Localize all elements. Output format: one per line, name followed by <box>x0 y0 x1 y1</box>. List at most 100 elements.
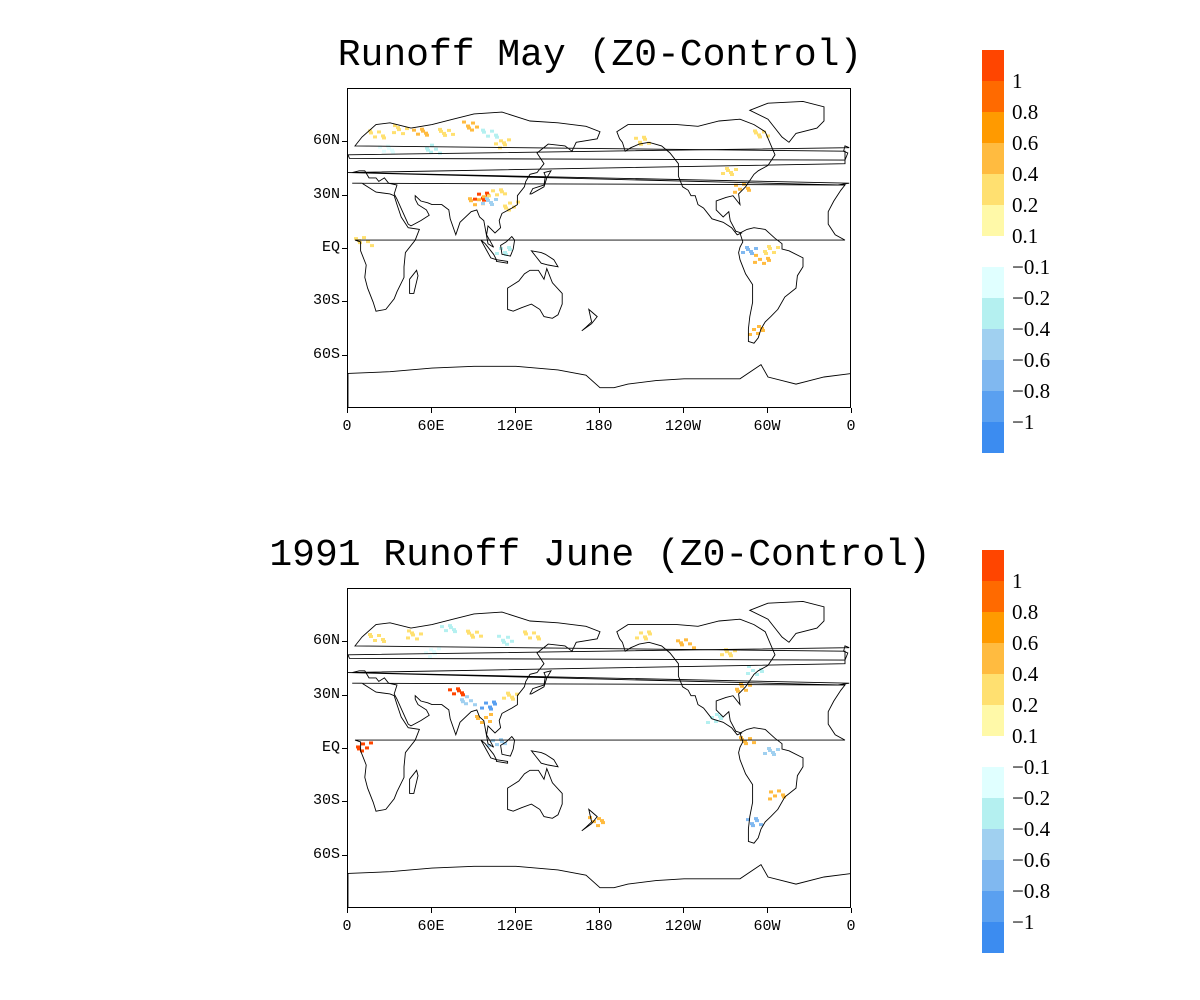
anomaly-cell <box>746 818 750 822</box>
anomaly-cell <box>725 167 729 170</box>
anomaly-cell <box>643 635 647 639</box>
anomaly-cell <box>488 705 492 709</box>
lat-tick-label: 30N <box>312 685 340 703</box>
anomaly-cell <box>425 146 429 150</box>
anomaly-cell <box>397 128 401 132</box>
coastline <box>348 145 850 161</box>
colorbar-swatch <box>982 829 1004 860</box>
coastline <box>748 600 825 643</box>
anomaly-cell <box>638 140 642 144</box>
lat-tick <box>342 854 347 856</box>
anomaly-cell <box>767 245 771 248</box>
anomaly-cell <box>762 261 766 265</box>
anomaly-cell <box>471 121 475 125</box>
anomaly-cell <box>382 640 386 643</box>
anomaly-cell <box>768 749 772 752</box>
anomaly-cell <box>752 328 756 331</box>
colorbar-swatch <box>982 674 1004 705</box>
anomaly-cell <box>768 247 772 250</box>
anomaly-cell <box>392 131 396 135</box>
anomaly-cell <box>748 737 752 741</box>
anomaly-cell <box>755 673 759 676</box>
anomaly-cell <box>396 126 400 130</box>
anomaly-cell <box>465 695 469 699</box>
panel-title: Runoff May (Z0-Control) <box>337 34 863 77</box>
lat-tick <box>342 301 347 303</box>
anomaly-cell <box>688 642 692 646</box>
anomaly-cell <box>381 638 385 641</box>
colorbar-swatch <box>982 767 1004 798</box>
anomaly-cell <box>448 624 452 628</box>
lon-tick-label: 180 <box>585 918 613 935</box>
colorbar-label: −0.2 <box>1012 786 1051 810</box>
lon-tick <box>431 908 432 913</box>
lon-tick-label: 60W <box>753 418 781 435</box>
anomaly-cell <box>424 651 428 655</box>
anomaly-cell <box>734 168 738 171</box>
anomaly-cell <box>741 251 745 254</box>
anomaly-cell <box>485 191 489 195</box>
colorbar-label: 0.2 <box>1012 193 1039 217</box>
anomaly-cell <box>515 692 519 696</box>
anomaly-cell <box>480 721 484 724</box>
anomaly-cell <box>430 143 434 147</box>
anomaly-cell <box>482 130 486 134</box>
anomaly-cell <box>782 795 786 799</box>
anomaly-cell <box>748 333 752 336</box>
anomaly-cell <box>358 241 362 245</box>
anomaly-cell <box>482 195 486 199</box>
coastline <box>352 182 846 312</box>
anomaly-cell <box>747 665 751 668</box>
anomaly-cell <box>761 329 765 332</box>
anomaly-cell <box>457 689 461 693</box>
anomaly-cell <box>733 649 737 653</box>
anomaly-cell <box>467 126 471 130</box>
coastline <box>352 682 846 812</box>
lon-tick-label: 120W <box>664 918 702 935</box>
anomaly-cell <box>647 141 651 145</box>
anomaly-cell <box>719 717 723 720</box>
anomaly-cell <box>747 188 751 192</box>
coastline <box>530 750 559 768</box>
anomaly-cell <box>480 706 484 710</box>
lat-tick <box>342 194 347 196</box>
anomaly-cell <box>424 131 428 135</box>
anomaly-cell <box>488 720 492 723</box>
coastline <box>581 308 598 332</box>
coastline <box>529 670 552 695</box>
anomaly-cell <box>523 630 527 634</box>
anomaly-cell <box>419 632 423 636</box>
anomaly-cell <box>490 203 494 206</box>
anomaly-cell <box>503 742 507 746</box>
anomaly-cell <box>600 819 604 823</box>
lat-tick-label: 30S <box>312 292 340 310</box>
anomaly-cell <box>471 635 475 639</box>
anomaly-cell <box>503 251 507 254</box>
colorbar-swatch <box>982 643 1004 674</box>
anomaly-cell <box>378 145 382 149</box>
anomaly-cell <box>487 194 491 198</box>
anomaly-cell <box>464 702 468 706</box>
anomaly-cell <box>706 721 710 724</box>
anomaly-cell <box>772 753 776 756</box>
anomaly-cell <box>502 640 506 644</box>
anomaly-cell <box>759 823 763 827</box>
anomaly-cell <box>510 639 514 643</box>
anomaly-cell <box>491 189 495 193</box>
anomaly-cell <box>768 797 772 801</box>
lat-tick-label: 60S <box>312 345 340 363</box>
lon-tick-label: 0 <box>846 918 856 935</box>
anomaly-cell <box>725 650 729 654</box>
anomaly-cell <box>746 186 750 190</box>
lon-tick <box>767 908 768 913</box>
coastline <box>495 259 509 264</box>
colorbar-swatch <box>982 81 1004 112</box>
anomaly-cell <box>475 630 479 634</box>
colorbar-label: 0.4 <box>1012 662 1039 686</box>
anomaly-cell <box>473 703 477 707</box>
colorbar-label: −0.1 <box>1012 255 1051 279</box>
anomaly-cell <box>487 744 491 748</box>
anomaly-cell <box>490 129 494 133</box>
anomaly-cell <box>634 136 638 140</box>
anomaly-cell <box>434 147 438 151</box>
